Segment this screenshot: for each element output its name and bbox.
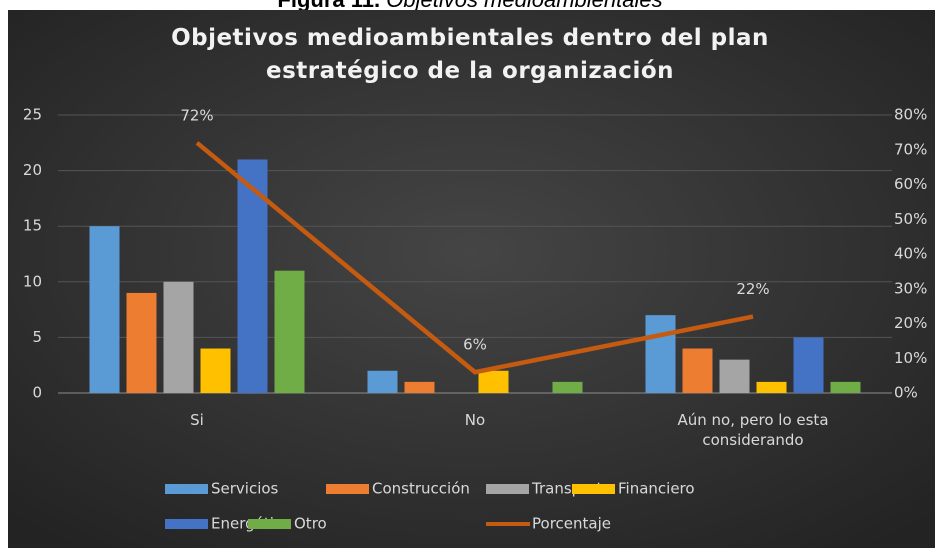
- y2-tick-label: 70%: [894, 140, 927, 158]
- bar: [163, 281, 194, 393]
- data-label: 6%: [463, 336, 487, 354]
- legend-label: Porcentaje: [532, 515, 611, 533]
- y2-tick-label: 40%: [894, 245, 927, 263]
- data-label: 22%: [736, 280, 769, 298]
- bar: [793, 337, 824, 393]
- y-tick-label: 5: [32, 328, 42, 346]
- bar: [126, 292, 157, 393]
- y-tick-label: 10: [23, 272, 42, 290]
- y-tick-label: 25: [23, 106, 42, 124]
- legend-label: Servicios: [211, 480, 279, 498]
- line: [195, 141, 754, 375]
- y2-tick-label: 80%: [894, 106, 927, 124]
- bar: [478, 370, 509, 393]
- bar: [756, 381, 787, 393]
- y-tick-label: 20: [23, 161, 42, 179]
- legend-label: Construcción: [372, 480, 470, 498]
- y2-tick-label: 0%: [894, 384, 918, 402]
- legend-swatch: [165, 519, 208, 529]
- bar: [719, 359, 750, 393]
- legend-swatch: [572, 484, 615, 494]
- bar: [682, 348, 713, 393]
- x-tick-label: Si: [190, 411, 204, 429]
- y2-tick-label: 30%: [894, 279, 927, 297]
- caption: Figura 11. Objetivos medioambientales: [0, 0, 940, 13]
- bar: [404, 381, 435, 393]
- bar: [367, 370, 398, 393]
- chart-background: [8, 10, 935, 548]
- chart-title: Objetivos medioambientales dentro del pl…: [171, 25, 769, 84]
- caption-label: Figura 11.: [277, 0, 380, 12]
- y2-tick-label: 20%: [894, 314, 927, 332]
- bar: [89, 226, 120, 393]
- legend-label: Otro: [294, 515, 327, 533]
- x-tick-label: Aún no, pero lo esta considerando: [677, 411, 829, 449]
- y-tick-label: 0: [32, 384, 42, 402]
- legend-label: Financiero: [618, 480, 695, 498]
- y2-tick-label: 50%: [894, 210, 927, 228]
- legend-swatch: [165, 484, 208, 494]
- caption-text: Objetivos medioambientales: [386, 0, 662, 12]
- y-tick-label: 15: [23, 217, 42, 235]
- x-tick-label: No: [464, 411, 486, 429]
- data-label: 72%: [180, 106, 213, 124]
- bar: [552, 381, 583, 393]
- legend-swatch: [248, 519, 291, 529]
- y2-tick-label: 10%: [894, 349, 927, 367]
- y2-tick-label: 60%: [894, 175, 927, 193]
- bar: [200, 348, 231, 393]
- legend-swatch: [486, 484, 529, 494]
- bar: [830, 381, 861, 393]
- bar: [645, 315, 676, 393]
- bar: [274, 270, 305, 393]
- legend-swatch: [326, 484, 369, 494]
